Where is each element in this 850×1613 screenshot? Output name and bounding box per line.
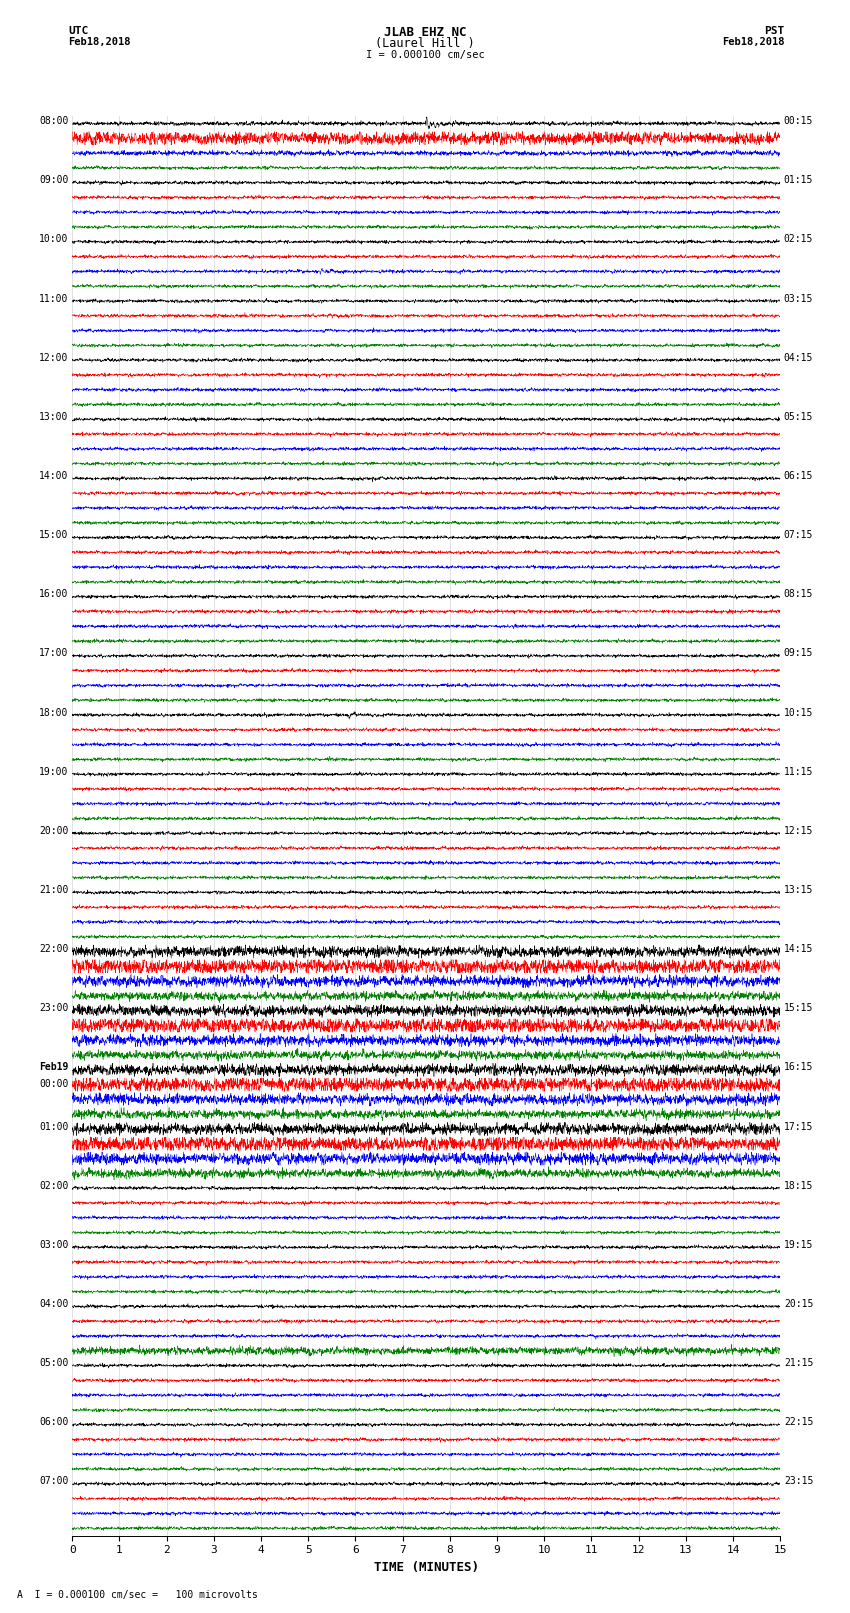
Text: 07:15: 07:15 [784, 531, 813, 540]
Text: 04:15: 04:15 [784, 353, 813, 363]
Text: 14:15: 14:15 [784, 944, 813, 955]
Text: (Laurel Hill ): (Laurel Hill ) [375, 37, 475, 50]
Text: 01:00: 01:00 [39, 1121, 69, 1132]
Text: 15:15: 15:15 [784, 1003, 813, 1013]
Text: 02:15: 02:15 [784, 234, 813, 245]
Text: 04:00: 04:00 [39, 1298, 69, 1310]
Text: 21:15: 21:15 [784, 1358, 813, 1368]
Text: 23:15: 23:15 [784, 1476, 813, 1487]
Text: 07:00: 07:00 [39, 1476, 69, 1487]
Text: 21:00: 21:00 [39, 886, 69, 895]
Text: 13:15: 13:15 [784, 886, 813, 895]
Text: 19:15: 19:15 [784, 1240, 813, 1250]
Text: 14:00: 14:00 [39, 471, 69, 481]
Text: 09:00: 09:00 [39, 176, 69, 185]
Text: 18:15: 18:15 [784, 1181, 813, 1190]
Text: 22:00: 22:00 [39, 944, 69, 955]
Text: UTC: UTC [68, 26, 88, 35]
Text: 00:15: 00:15 [784, 116, 813, 126]
Text: 13:00: 13:00 [39, 411, 69, 423]
Text: 16:00: 16:00 [39, 589, 69, 600]
Text: 12:00: 12:00 [39, 353, 69, 363]
Text: 00:00: 00:00 [39, 1079, 69, 1089]
Text: 20:00: 20:00 [39, 826, 69, 836]
Text: JLAB EHZ NC: JLAB EHZ NC [383, 26, 467, 39]
Text: 05:00: 05:00 [39, 1358, 69, 1368]
Text: 06:15: 06:15 [784, 471, 813, 481]
Text: 03:00: 03:00 [39, 1240, 69, 1250]
Text: 02:00: 02:00 [39, 1181, 69, 1190]
Text: 01:15: 01:15 [784, 176, 813, 185]
Text: Feb19: Feb19 [39, 1063, 69, 1073]
Text: 15:00: 15:00 [39, 531, 69, 540]
Text: 17:15: 17:15 [784, 1121, 813, 1132]
Text: 09:15: 09:15 [784, 648, 813, 658]
Text: 03:15: 03:15 [784, 294, 813, 303]
Text: PST: PST [764, 26, 785, 35]
Text: 10:00: 10:00 [39, 234, 69, 245]
Text: A  I = 0.000100 cm/sec =   100 microvolts: A I = 0.000100 cm/sec = 100 microvolts [17, 1590, 258, 1600]
Text: 20:15: 20:15 [784, 1298, 813, 1310]
Text: Feb18,2018: Feb18,2018 [68, 37, 131, 47]
Text: 19:00: 19:00 [39, 766, 69, 777]
Text: 05:15: 05:15 [784, 411, 813, 423]
Text: 12:15: 12:15 [784, 826, 813, 836]
Text: 17:00: 17:00 [39, 648, 69, 658]
Text: 11:00: 11:00 [39, 294, 69, 303]
Text: Feb18,2018: Feb18,2018 [722, 37, 785, 47]
Text: 18:00: 18:00 [39, 708, 69, 718]
Text: 08:00: 08:00 [39, 116, 69, 126]
Text: 10:15: 10:15 [784, 708, 813, 718]
Text: 11:15: 11:15 [784, 766, 813, 777]
Text: 22:15: 22:15 [784, 1418, 813, 1428]
Text: 16:15: 16:15 [784, 1063, 813, 1073]
Text: 23:00: 23:00 [39, 1003, 69, 1013]
Text: I = 0.000100 cm/sec: I = 0.000100 cm/sec [366, 50, 484, 60]
Text: 08:15: 08:15 [784, 589, 813, 600]
X-axis label: TIME (MINUTES): TIME (MINUTES) [374, 1561, 479, 1574]
Text: 06:00: 06:00 [39, 1418, 69, 1428]
